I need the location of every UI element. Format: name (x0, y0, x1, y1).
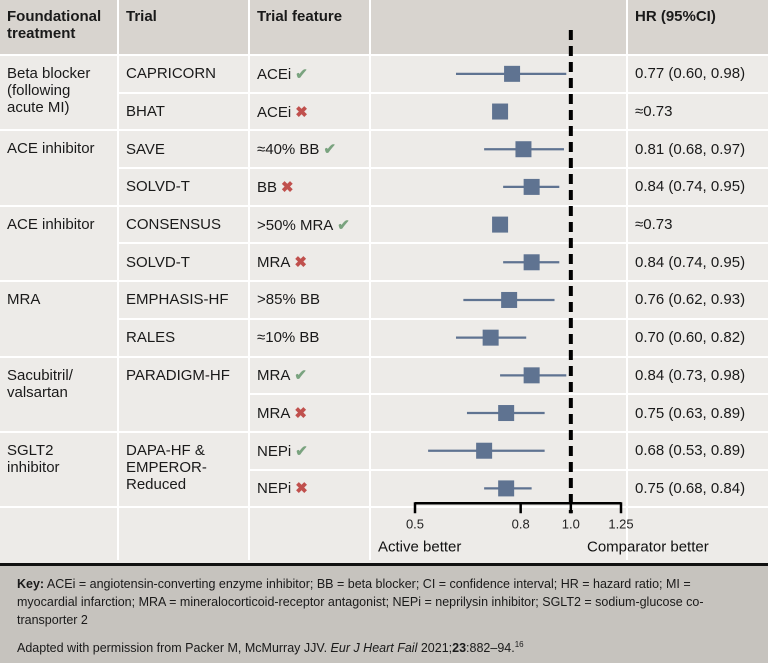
trial-name: EMPHASIS-HF (117, 280, 250, 320)
foundational-treatment: Beta blocker (following acute MI) (0, 53, 119, 132)
hr-value: 0.68 (0.53, 0.89) (626, 430, 768, 471)
cross-icon: ✖ (281, 178, 294, 196)
plot-cell (369, 204, 628, 245)
cross-icon: ✖ (294, 254, 307, 272)
trial-feature: NEPi ✖ (249, 468, 371, 509)
trial-feature: >50% MRA ✔ (248, 204, 371, 245)
trial-name: BHAT (118, 91, 250, 132)
trial-name: DAPA-HF & EMPEROR-Reduced (117, 430, 250, 509)
trial-name: CONSENSUS (117, 204, 250, 245)
hr-value: ≈0.73 (626, 91, 768, 132)
plot-cell (369, 54, 628, 94)
trial-name: PARADIGM-HF (117, 355, 250, 433)
plot-cell (369, 242, 628, 283)
trial-feature: NEPi ✔ (248, 430, 371, 471)
hr-value: 0.75 (0.63, 0.89) (626, 393, 768, 433)
empty-cell (248, 506, 371, 561)
header-row: Foundational treatment Trial Trial featu… (0, 0, 768, 56)
table-row: Beta blocker (following acute MI) CAPRICO… (0, 53, 768, 132)
table-row: RALES ≈10% BB 0.70 (0.60, 0.82) (0, 317, 768, 358)
empty-cell (117, 506, 250, 561)
plot-cell (369, 167, 628, 207)
plot-cell (369, 468, 628, 509)
check-icon: ✔ (295, 442, 308, 460)
check-icon: ✔ (337, 216, 350, 234)
plot-cell (369, 317, 628, 358)
table-row: ACE inhibitor SAVE ≈40% BB ✔ 0.81 (0.68, 0.9… (0, 129, 768, 207)
check-icon: ✔ (323, 141, 337, 159)
empty-cell (626, 506, 768, 561)
header-foundational: Foundational treatment (0, 0, 119, 56)
divider (0, 563, 768, 566)
header-feature: Trial feature (248, 0, 371, 56)
table-row: SOLVD-T BB ✖ 0.84 (0.74, 0.95) (0, 167, 768, 207)
table-row: BHAT ACEi ✖ ≈0.73 (0, 91, 768, 132)
plot-cell (369, 129, 628, 170)
table-row: SGLT2 inhibitor DAPA-HF & EMPEROR-Reduced… (0, 430, 768, 509)
trial-feature: >85% BB (248, 280, 371, 320)
plot-cell (369, 91, 628, 132)
trial-feature: MRA ✖ (249, 393, 371, 433)
source-text: Adapted with permission from Packer M, M… (17, 640, 524, 656)
trial-feature: BB ✖ (248, 167, 371, 207)
axis-row (0, 506, 768, 561)
hr-value: 0.75 (0.68, 0.84) (626, 468, 768, 509)
plot-cell (369, 280, 628, 320)
hr-value: 0.81 (0.68, 0.97) (626, 129, 768, 170)
foundational-treatment: ACE inhibitor (0, 129, 119, 207)
trial-name: SAVE (117, 129, 250, 170)
key-box: Key: ACEi = angiotensin-converting enzym… (0, 566, 768, 663)
header-plot (369, 0, 628, 56)
hr-value: 0.84 (0.74, 0.95) (626, 167, 768, 207)
check-icon: ✔ (295, 65, 308, 83)
cross-icon: ✖ (295, 480, 308, 498)
foundational-treatment: SGLT2 inhibitor (0, 430, 119, 509)
key-text: Key: ACEi = angiotensin-converting enzym… (17, 577, 704, 627)
table-row: ACE inhibitor CONSENSUS >50% MRA ✔ ≈0.73 (0, 204, 768, 283)
trial-feature: ≈40% BB ✔ (248, 129, 371, 170)
empty-cell (0, 506, 119, 561)
trial-name: SOLVD-T (118, 167, 250, 207)
table-row: MRA EMPHASIS-HF >85% BB 0.76 (0.62, 0.93) (0, 280, 768, 358)
trial-name: CAPRICORN (117, 54, 250, 94)
cross-icon: ✖ (294, 405, 307, 423)
foundational-treatment: Sacubitril/ valsartan (0, 355, 119, 433)
table-row: Sacubitril/ valsartan PARADIGM-HF MRA ✔ 0.84… (0, 355, 768, 433)
hr-value: 0.84 (0.74, 0.95) (626, 242, 768, 283)
hr-value: 0.77 (0.60, 0.98) (626, 54, 768, 94)
check-icon: ✔ (294, 367, 307, 385)
table-row: SOLVD-T MRA ✖ 0.84 (0.74, 0.95) (0, 242, 768, 283)
hr-value: ≈0.73 (626, 204, 768, 245)
axis-cell (369, 506, 628, 561)
trial-name: SOLVD-T (118, 242, 250, 283)
trial-feature: ≈10% BB (248, 317, 371, 358)
trial-name: RALES (118, 317, 250, 358)
trial-feature: MRA ✖ (248, 242, 371, 283)
hr-value: 0.76 (0.62, 0.93) (626, 280, 768, 320)
header-hr: HR (95%CI) (626, 0, 768, 56)
hr-value: 0.70 (0.60, 0.82) (626, 317, 768, 358)
plot-cell (369, 355, 628, 396)
trial-feature: ACEi ✔ (248, 54, 371, 94)
trial-feature: ACEi ✖ (248, 91, 371, 132)
header-trial: Trial (117, 0, 250, 56)
forest-plot-table: Foundational treatment Trial Trial featu… (0, 0, 768, 561)
foundational-treatment: ACE inhibitor (0, 204, 119, 283)
foundational-treatment: MRA (0, 280, 119, 358)
hr-value: 0.84 (0.73, 0.98) (626, 355, 768, 396)
plot-cell (369, 393, 628, 433)
plot-cell (369, 430, 628, 471)
trial-feature: MRA ✔ (248, 355, 371, 396)
cross-icon: ✖ (295, 103, 308, 121)
